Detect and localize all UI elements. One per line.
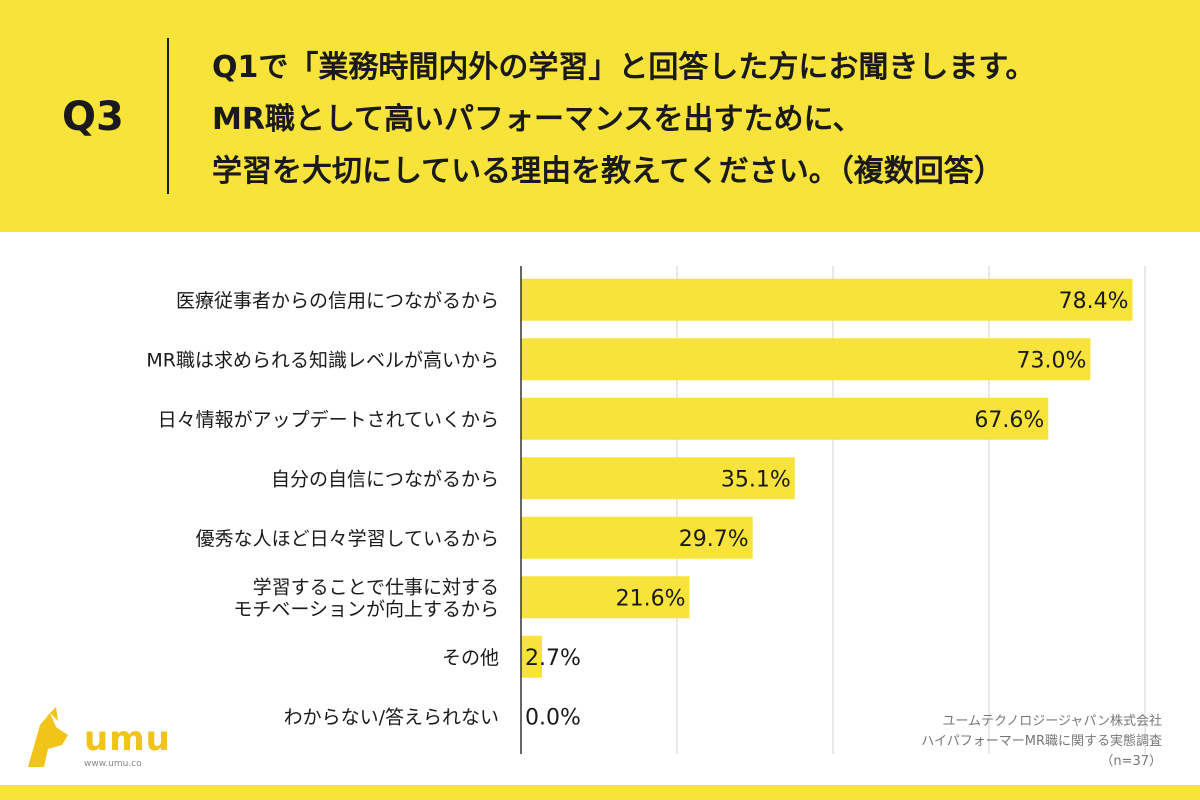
category-label: 日々情報がアップデートされていくから (158, 409, 499, 431)
umu-logo: umu www.umu.co (20, 705, 170, 775)
question-text: Q1で「業務時間内外の学習」と回答した方にお聞きします。 MR職として高いパフォ… (212, 42, 1172, 198)
logo-url: www.umu.co (84, 759, 142, 769)
data-label: 21.6% (616, 586, 686, 611)
question-line-2: MR職として高いパフォーマンスを出すために、 (212, 102, 863, 137)
logo-text: umu (84, 719, 171, 759)
category-label: 優秀な人ほど日々学習しているから (196, 528, 499, 550)
bar (521, 635, 543, 678)
data-label: 78.4% (1059, 289, 1129, 314)
bar (521, 457, 795, 500)
bar (521, 516, 753, 559)
category-label: モチベーションが向上するから (233, 598, 499, 620)
data-label: 2.7% (525, 646, 581, 671)
data-label: 29.7% (679, 527, 749, 552)
category-label: わからない/答えられない (284, 706, 499, 728)
category-label: 医療従事者からの信用につながるから (176, 290, 499, 312)
source-line-2: ハイパフォーマーMR職に関する実態調査 (921, 734, 1162, 749)
data-label: 73.0% (1017, 348, 1087, 373)
bar-chart: 78.4% 医療従事者からの信用につながるから 73.0% MR職は求められる知識レベ… (146, 266, 1146, 754)
question-line-3: 学習を大切にしている理由を教えてください。（複数回答） (212, 154, 1004, 189)
sample-size: （n=37） (1100, 754, 1162, 769)
source-line-1: ユームテクノロジージャパン株式会社 (942, 714, 1162, 729)
question-divider (167, 38, 169, 194)
category-label: その他 (442, 647, 499, 669)
logo-mark-icon (28, 707, 68, 767)
category-label: 学習することで仕事に対する (253, 576, 499, 598)
question-number: Q3 (62, 94, 124, 140)
data-label: 67.6% (974, 408, 1044, 433)
data-label: 35.1% (721, 467, 791, 492)
data-label: 0.0% (525, 705, 581, 730)
bar (521, 278, 1133, 321)
chart-panel: 78.4% 医療従事者からの信用につながるから 73.0% MR職は求められる知識レベ… (0, 232, 1200, 785)
bar (521, 338, 1091, 381)
bar (521, 397, 1049, 440)
category-label: MR職は求められる知識レベルが高いから (146, 349, 499, 371)
question-line-1: Q1で「業務時間内外の学習」と回答した方にお聞きします。 (212, 50, 1036, 85)
category-label: 自分の自信につながるから (271, 468, 499, 490)
source-note: ユームテクノロジージャパン株式会社 ハイパフォーマーMR職に関する実態調査 （n… (921, 712, 1162, 772)
bar (521, 576, 690, 619)
